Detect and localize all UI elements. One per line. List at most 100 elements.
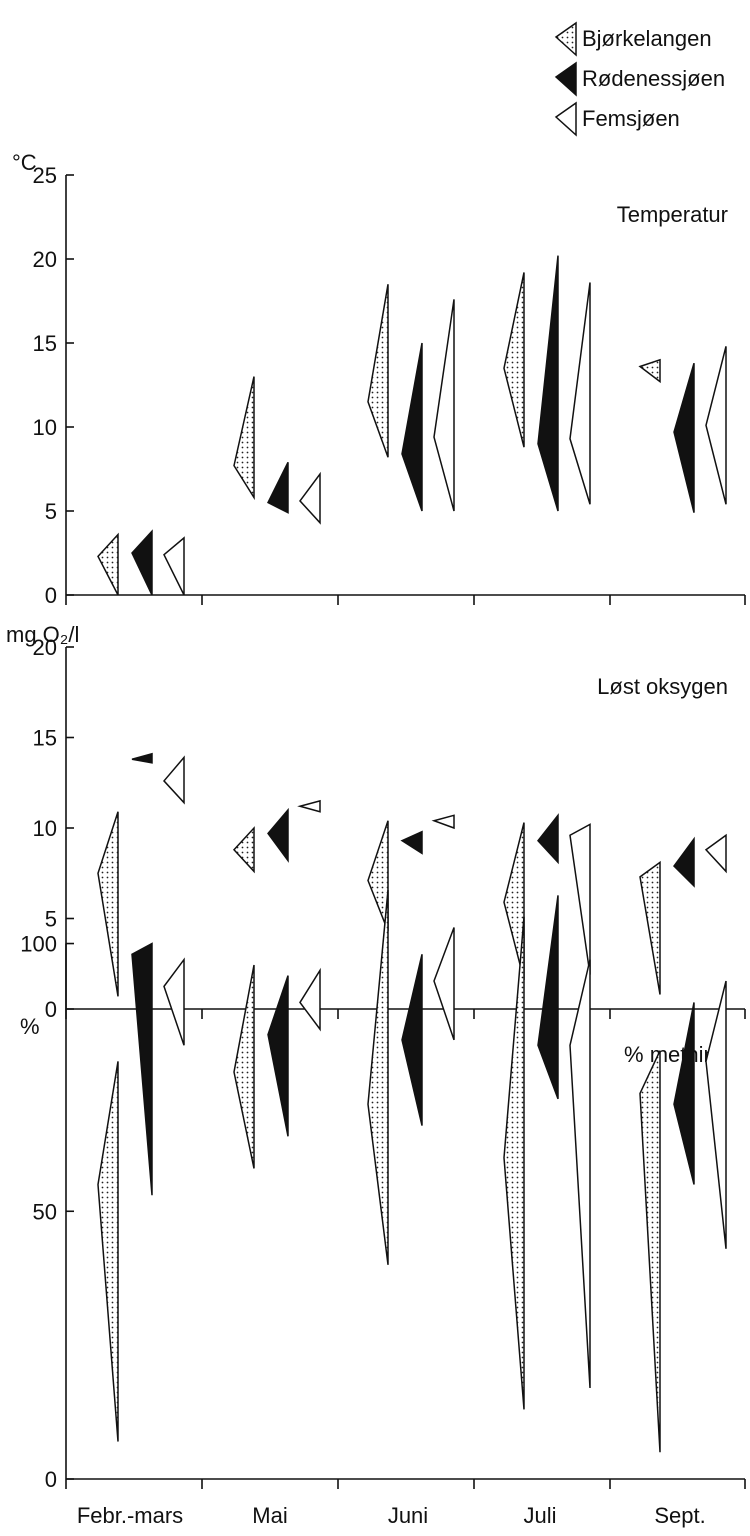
x-label-sept: Sept.	[654, 1503, 705, 1528]
mark-lost-oksygen-bjorkelangen-febr-mars	[97, 811, 119, 997]
legend-swatch-bjorkelangen	[554, 21, 577, 57]
mark-metning-rodenessjoen-juni	[401, 954, 423, 1126]
mark-lost-oksygen-femsjoen-juli	[569, 823, 591, 975]
legend-label-rodenessjoen: Rødenessjøen	[582, 66, 725, 91]
y-tick-label-group-temperatur-5: 5	[45, 499, 57, 524]
mark-temperatur-bjorkelangen-febr-mars	[97, 532, 119, 596]
mark-metning-femsjoen-juni	[433, 927, 455, 1041]
y-tick-label-temperatur-5: 5	[45, 499, 57, 524]
panel-temperatur: °C Temperatur 0 5 10 15 20 25	[12, 150, 746, 608]
mark-metning-rodenessjoen-juli	[537, 895, 559, 1100]
y-tick-label-lost-oksygen-10: 10	[33, 816, 57, 841]
mark-lost-oksygen-rodenessjoen-febr-mars	[131, 752, 153, 764]
mark-lost-oksygen-rodenessjoen-sept	[673, 836, 695, 888]
y-unit-metning: %	[20, 1014, 40, 1039]
panel-title-temperatur: Temperatur	[617, 202, 728, 227]
mark-temperatur-bjorkelangen-mai	[233, 376, 255, 501]
mark-temperatur-femsjoen-juli	[569, 282, 591, 505]
y-unit-temperatur: °C	[12, 150, 37, 175]
y-tick-label-lost-oksygen-15: 15	[33, 726, 57, 751]
mark-temperatur-rodenessjoen-juni	[401, 342, 423, 512]
legend-swatch-rodenessjoen	[554, 61, 577, 97]
legend-label-bjorkelangen: Bjørkelangen	[582, 26, 712, 51]
mark-lost-oksygen-rodenessjoen-juli	[537, 813, 559, 865]
y-tick-label-temperatur-0: 0	[45, 583, 57, 608]
y-tick-label-lost-oksygen-5: 5	[45, 907, 57, 932]
marks-temperatur	[97, 255, 727, 596]
mark-temperatur-rodenessjoen-febr-mars	[131, 529, 153, 596]
y-tick-label-group-temperatur-20: 20	[33, 247, 57, 272]
y-tick-label-temperatur-20: 20	[33, 247, 57, 272]
y-tick-label-temperatur-15: 15	[33, 331, 57, 356]
y-tick-label-group-temperatur-0: 0	[45, 583, 57, 608]
mark-temperatur-femsjoen-mai	[299, 471, 321, 525]
mark-temperatur-rodenessjoen-mai	[266, 461, 289, 514]
legend: Bjørkelangen Rødenessjøen Femsjøen	[554, 21, 725, 137]
mark-temperatur-femsjoen-juni	[433, 299, 455, 512]
y-tick-label-temperatur-25: 25	[33, 163, 57, 188]
mark-temperatur-bjorkelangen-juni	[367, 284, 389, 458]
mark-lost-oksygen-femsjoen-juni	[431, 814, 455, 830]
x-label-juni: Juni	[388, 1503, 428, 1528]
axes-metning: 0 50 100	[20, 932, 746, 1492]
mark-metning-bjorkelangen-juli	[503, 916, 525, 1410]
mark-lost-oksygen-femsjoen-sept	[704, 833, 727, 874]
legend-item-rodenessjoen: Rødenessjøen	[554, 61, 725, 97]
panel-title-lost-oksygen: Løst oksygen	[597, 674, 728, 699]
y-tick-label-group-lost-oksygen-15: 15	[33, 726, 57, 751]
panel-lost-oksygen: mg O₂/l Løst oksygen 0 5 10 15 20	[6, 622, 746, 1022]
mark-temperatur-bjorkelangen-juli	[503, 272, 525, 448]
mark-lost-oksygen-bjorkelangen-sept	[639, 860, 661, 995]
y-tick-label-lost-oksygen-20: 20	[33, 635, 57, 660]
y-tick-label-temperatur-10: 10	[33, 415, 57, 440]
mark-lost-oksygen-femsjoen-febr-mars	[162, 755, 185, 805]
mark-metning-femsjoen-juli	[569, 959, 591, 1389]
y-tick-label-group-metning-50: 50	[33, 1199, 57, 1224]
mark-lost-oksygen-bjorkelangen-juni	[367, 820, 389, 932]
legend-swatch-femsjoen	[554, 101, 577, 137]
mark-metning-rodenessjoen-sept	[673, 1002, 695, 1185]
mark-temperatur-femsjoen-sept	[705, 346, 727, 505]
y-tick-label-group-lost-oksygen-10: 10	[33, 816, 57, 841]
mark-metning-bjorkelangen-febr-mars	[97, 1061, 119, 1442]
x-label-juli: Juli	[523, 1503, 556, 1528]
mark-metning-bjorkelangen-sept	[639, 1050, 661, 1453]
mark-lost-oksygen-bjorkelangen-mai	[232, 826, 255, 874]
mark-lost-oksygen-bjorkelangen-juli	[503, 822, 525, 981]
marks-metning	[97, 889, 727, 1453]
mark-metning-femsjoen-mai	[299, 967, 321, 1032]
mark-metning-bjorkelangen-juni	[367, 889, 389, 1265]
y-tick-label-group-lost-oksygen-5: 5	[45, 907, 57, 932]
mark-metning-rodenessjoen-mai	[267, 975, 289, 1137]
y-tick-label-lost-oksygen-0: 0	[45, 997, 57, 1022]
y-tick-label-metning-0: 0	[45, 1467, 57, 1492]
mark-temperatur-rodenessjoen-juli	[537, 255, 559, 512]
y-tick-label-metning-50: 50	[33, 1199, 57, 1224]
y-tick-label-group-metning-100: 100	[20, 932, 57, 957]
legend-item-femsjoen: Femsjøen	[554, 101, 680, 137]
y-tick-label-metning-100: 100	[20, 932, 57, 957]
mark-metning-bjorkelangen-mai	[233, 964, 255, 1169]
mark-lost-oksygen-femsjoen-mai	[297, 799, 321, 813]
y-tick-label-group-temperatur-10: 10	[33, 415, 57, 440]
axes-temperatur: 0 5 10 15 20 25	[33, 163, 746, 608]
x-label-febr-mars: Febr.-mars	[77, 1503, 183, 1528]
mark-lost-oksygen-rodenessjoen-mai	[267, 807, 289, 863]
x-category-labels: Febr.-mars Mai Juni Juli Sept.	[77, 1503, 706, 1528]
y-tick-label-group-lost-oksygen-20: 20	[33, 635, 57, 660]
mark-temperatur-femsjoen-febr-mars	[163, 536, 185, 596]
y-tick-label-group-temperatur-25: 25	[33, 163, 57, 188]
mark-lost-oksygen-rodenessjoen-juni	[400, 830, 423, 855]
mark-metning-rodenessjoen-febr-mars	[131, 942, 153, 1196]
mark-temperatur-rodenessjoen-sept	[673, 362, 695, 513]
marks-lost-oksygen	[97, 752, 727, 997]
x-label-mai: Mai	[252, 1503, 287, 1528]
mark-temperatur-bjorkelangen-sept	[638, 358, 661, 384]
y-unit-lost-oksygen: mg O₂/l	[6, 622, 79, 647]
legend-label-femsjoen: Femsjøen	[582, 106, 680, 131]
y-tick-label-group-temperatur-15: 15	[33, 331, 57, 356]
mark-metning-femsjoen-sept	[705, 980, 727, 1249]
y-tick-label-group-metning-0: 0	[45, 1467, 57, 1492]
